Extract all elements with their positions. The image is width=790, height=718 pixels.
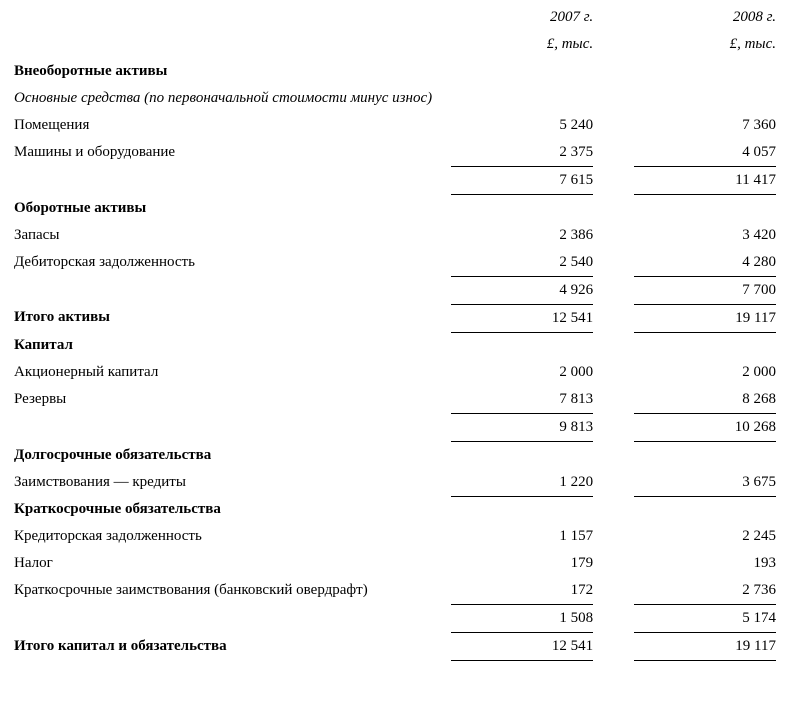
row-label: Заимствования — кредиты <box>14 469 451 497</box>
balance-sheet-table: 2007 г. 2008 г. £, тыс. £, тыс. Внеоборо… <box>14 4 776 661</box>
row-value: 3 675 <box>634 469 776 497</box>
row-label: Резервы <box>14 386 451 414</box>
section-title-row: Капитал <box>14 332 776 359</box>
subtotal-value: 1 508 <box>451 605 593 633</box>
section-title-row: Внеоборотные активы <box>14 58 776 85</box>
row-value: 3 420 <box>634 222 776 249</box>
header-year-2: 2008 г. <box>634 4 776 31</box>
subtotal-row: 4 926 7 700 <box>14 276 776 304</box>
row-value: 193 <box>634 550 776 577</box>
table-row: Кредиторская задолженность 1 157 2 245 <box>14 523 776 550</box>
subtotal-value: 5 174 <box>634 605 776 633</box>
row-value: 2 540 <box>451 249 593 277</box>
subtotal-row: 9 813 10 268 <box>14 414 776 442</box>
row-value: 7 813 <box>451 386 593 414</box>
row-value: 4 057 <box>634 139 776 167</box>
row-label: Дебиторская задолженность <box>14 249 451 277</box>
row-value: 2 375 <box>451 139 593 167</box>
table-row: Помещения 5 240 7 360 <box>14 112 776 139</box>
row-label: Помещения <box>14 112 451 139</box>
noncurrent-assets-title: Внеоборотные активы <box>14 58 451 85</box>
total-value: 12 541 <box>451 304 593 332</box>
total-row: Итого капитал и обязательства 12 541 19 … <box>14 633 776 661</box>
row-value: 5 240 <box>451 112 593 139</box>
subtotal-value: 10 268 <box>634 414 776 442</box>
row-label: Акционерный капитал <box>14 359 451 386</box>
row-label: Кредиторская задолженность <box>14 523 451 550</box>
subtotal-value: 11 417 <box>634 167 776 195</box>
total-row: Итого активы 12 541 19 117 <box>14 304 776 332</box>
row-value: 2 000 <box>634 359 776 386</box>
header-row-units: £, тыс. £, тыс. <box>14 31 776 58</box>
total-value: 19 117 <box>634 304 776 332</box>
row-label: Машины и оборудование <box>14 139 451 167</box>
longterm-liab-title: Долгосрочные обязательства <box>14 442 451 469</box>
table-row: Резервы 7 813 8 268 <box>14 386 776 414</box>
table-row: Краткосрочные заимствования (банковский … <box>14 577 776 605</box>
table-row: Заимствования — кредиты 1 220 3 675 <box>14 469 776 497</box>
table-row: Акционерный капитал 2 000 2 000 <box>14 359 776 386</box>
row-value: 8 268 <box>634 386 776 414</box>
row-value: 2 245 <box>634 523 776 550</box>
row-value: 4 280 <box>634 249 776 277</box>
table-row: Дебиторская задолженность 2 540 4 280 <box>14 249 776 277</box>
header-unit-2: £, тыс. <box>634 31 776 58</box>
noncurrent-assets-note: Основные средства (по первоначальной сто… <box>14 85 451 112</box>
row-label: Налог <box>14 550 451 577</box>
total-cap-liab-label: Итого капитал и обязательства <box>14 633 451 661</box>
total-value: 19 117 <box>634 633 776 661</box>
subtotal-value: 7 615 <box>451 167 593 195</box>
row-value: 1 220 <box>451 469 593 497</box>
total-value: 12 541 <box>451 633 593 661</box>
row-value: 7 360 <box>634 112 776 139</box>
section-title-row: Краткосрочные обязательства <box>14 496 776 523</box>
header-row-years: 2007 г. 2008 г. <box>14 4 776 31</box>
row-value: 2 000 <box>451 359 593 386</box>
section-note-row: Основные средства (по первоначальной сто… <box>14 85 776 112</box>
table-row: Налог 179 193 <box>14 550 776 577</box>
total-assets-label: Итого активы <box>14 304 451 332</box>
row-label: Краткосрочные заимствования (банковский … <box>14 577 451 605</box>
shortterm-liab-title: Краткосрочные обязательства <box>14 496 451 523</box>
subtotal-value: 7 700 <box>634 276 776 304</box>
capital-title: Капитал <box>14 332 451 359</box>
subtotal-row: 1 508 5 174 <box>14 605 776 633</box>
subtotal-value: 9 813 <box>451 414 593 442</box>
section-title-row: Долгосрочные обязательства <box>14 442 776 469</box>
current-assets-title: Оборотные активы <box>14 195 451 222</box>
table-row: Запасы 2 386 3 420 <box>14 222 776 249</box>
table-row: Машины и оборудование 2 375 4 057 <box>14 139 776 167</box>
row-value: 2 386 <box>451 222 593 249</box>
row-label: Запасы <box>14 222 451 249</box>
header-unit-1: £, тыс. <box>451 31 593 58</box>
subtotal-row: 7 615 11 417 <box>14 167 776 195</box>
row-value: 172 <box>451 577 593 605</box>
row-value: 2 736 <box>634 577 776 605</box>
section-title-row: Оборотные активы <box>14 195 776 222</box>
row-value: 179 <box>451 550 593 577</box>
row-value: 1 157 <box>451 523 593 550</box>
subtotal-value: 4 926 <box>451 276 593 304</box>
header-year-1: 2007 г. <box>451 4 593 31</box>
